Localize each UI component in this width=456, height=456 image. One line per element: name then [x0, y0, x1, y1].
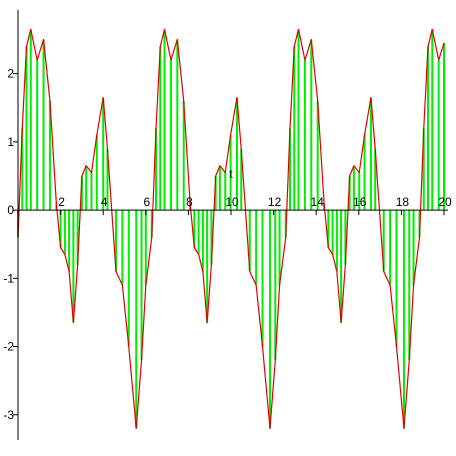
x-tick-label: 20 — [438, 195, 452, 209]
y-tick-label: 0 — [7, 203, 14, 217]
x-tick-label: 12 — [268, 195, 282, 209]
x-tick-label: 18 — [396, 195, 410, 209]
x-tick-label: 4 — [101, 195, 108, 209]
x-tick-label: 10 — [225, 195, 239, 209]
x-axis-label: t — [229, 167, 233, 181]
x-tick-label: 6 — [143, 195, 150, 209]
x-tick-label: 16 — [353, 195, 367, 209]
y-tick-label: -3 — [3, 408, 14, 422]
y-tick-label: 2 — [7, 67, 14, 81]
x-tick-label: 2 — [58, 195, 65, 209]
x-tick-label: 8 — [186, 195, 193, 209]
y-tick-label: -2 — [3, 340, 14, 354]
y-tick-label: 1 — [7, 135, 14, 149]
x-tick-label: 14 — [311, 195, 325, 209]
y-tick-label: -1 — [3, 271, 14, 285]
curve — [17, 28, 445, 429]
